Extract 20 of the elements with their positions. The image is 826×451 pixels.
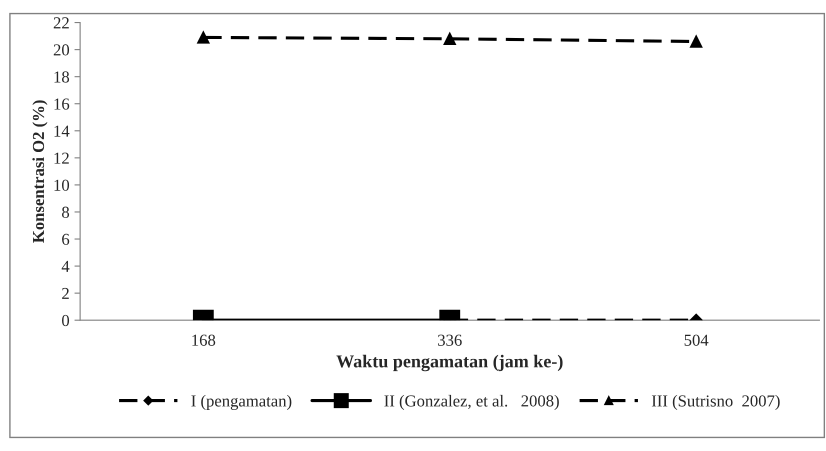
y-tick-label: 18 <box>54 71 70 83</box>
x-tick-label: 336 <box>438 334 462 346</box>
x-tick-label: 504 <box>684 334 708 346</box>
legend-label: I (pengamatan) <box>191 394 292 410</box>
y-tick-label: 12 <box>54 152 69 164</box>
legend-label: III (Sutrisno 2007) <box>652 394 780 410</box>
y-axis-title: Konsentrasi O2 (%) <box>32 100 48 243</box>
y-tick-label: 4 <box>62 260 70 272</box>
y-tick-label: 22 <box>54 17 69 28</box>
y-tick-label: 0 <box>62 314 70 326</box>
y-tick-label: 2 <box>62 288 69 299</box>
y-tick-label: 10 <box>54 180 70 191</box>
x-axis-title: Waktu pengamatan (jam ke-) <box>336 354 563 372</box>
legend-label: II (Gonzalez, et al. 2008) <box>384 394 559 410</box>
y-tick-label: 20 <box>54 44 70 56</box>
y-tick-label: 8 <box>62 206 70 218</box>
y-tick-label: 14 <box>54 126 70 137</box>
y-tick-label: 6 <box>62 234 70 245</box>
x-tick-label: 168 <box>192 334 216 346</box>
y-tick-label: 16 <box>54 98 70 110</box>
